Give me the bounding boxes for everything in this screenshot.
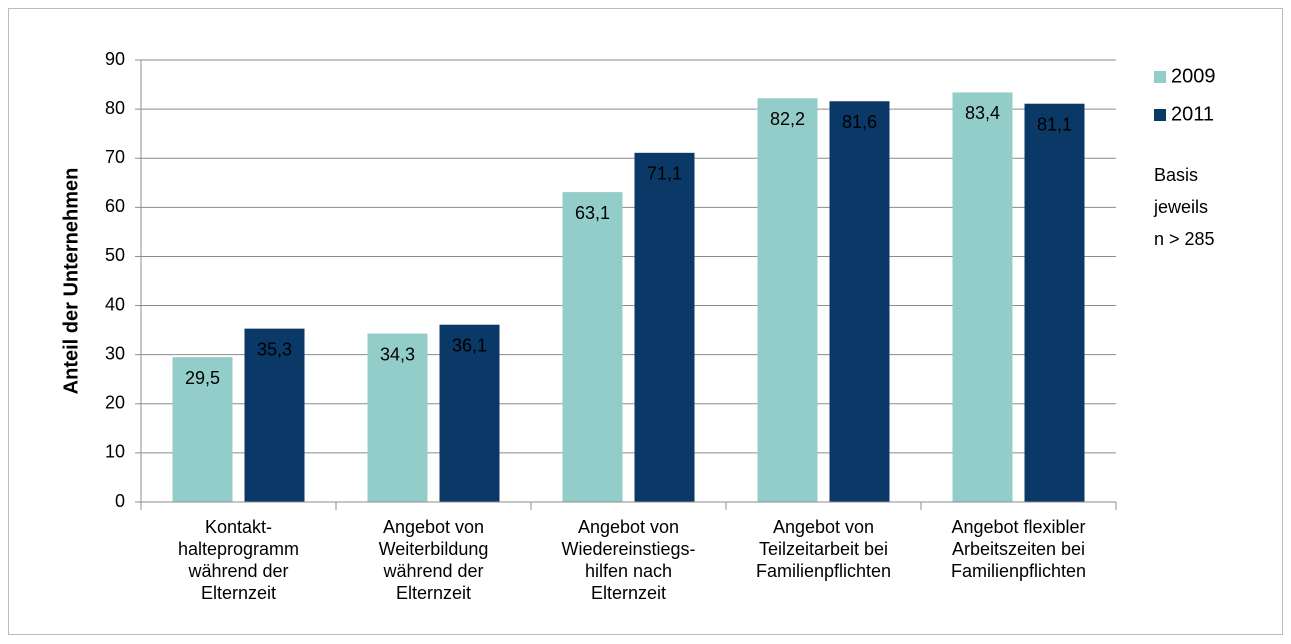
y-tick-label: 20 [105, 393, 125, 413]
x-tick-label: Angebot flexibler Arbeitszeiten bei Famili… [951, 517, 1086, 581]
data-label: 81,6 [842, 112, 877, 132]
y-tick-label: 40 [105, 294, 125, 314]
data-label: 81,1 [1037, 114, 1072, 134]
y-tick-label: 70 [105, 147, 125, 167]
y-axis-label: Anteil der Unternehmen [60, 168, 82, 395]
y-tick-label: 60 [105, 196, 125, 216]
bar [634, 152, 695, 502]
data-label: 71,1 [647, 164, 682, 184]
x-tick-label: Kontakt-halteprogramm während der Elternze… [178, 517, 299, 603]
y-tick-label: 10 [105, 442, 125, 462]
y-tick-label: 80 [105, 98, 125, 118]
y-tick-label: 0 [115, 491, 125, 511]
y-tick-label: 30 [105, 343, 125, 363]
legend-swatch [1154, 71, 1166, 83]
x-tick-label: Angebot von Weiterbildung während der Elter… [379, 517, 489, 603]
data-label: 83,4 [965, 103, 1000, 123]
annotation: Basis jeweils n > 285 [1153, 165, 1215, 249]
data-label: 29,5 [185, 368, 220, 388]
data-label: 34,3 [380, 344, 415, 364]
data-label: 35,3 [257, 339, 292, 359]
data-label: 82,2 [770, 109, 805, 129]
bar [829, 101, 890, 503]
bar [439, 324, 500, 502]
y-tick-label: 90 [105, 49, 125, 69]
legend-label: 2009 [1171, 65, 1216, 87]
legend-label: 2011 [1171, 103, 1214, 125]
bar [172, 357, 233, 502]
bar [367, 333, 428, 502]
bar [1024, 103, 1085, 502]
data-label: 63,1 [575, 203, 610, 223]
bar [244, 328, 305, 502]
bar [562, 192, 623, 502]
bar [952, 92, 1013, 502]
legend-swatch [1154, 109, 1166, 121]
data-label: 36,1 [452, 335, 487, 355]
x-tick-label: Angebot von Teilzeitarbeit bei Familienpfl… [756, 517, 891, 581]
bar [757, 98, 818, 502]
x-tick-label: Angebot von Wiedereinstiegs-hilfen nach El… [561, 517, 695, 603]
y-tick-label: 50 [105, 245, 125, 265]
